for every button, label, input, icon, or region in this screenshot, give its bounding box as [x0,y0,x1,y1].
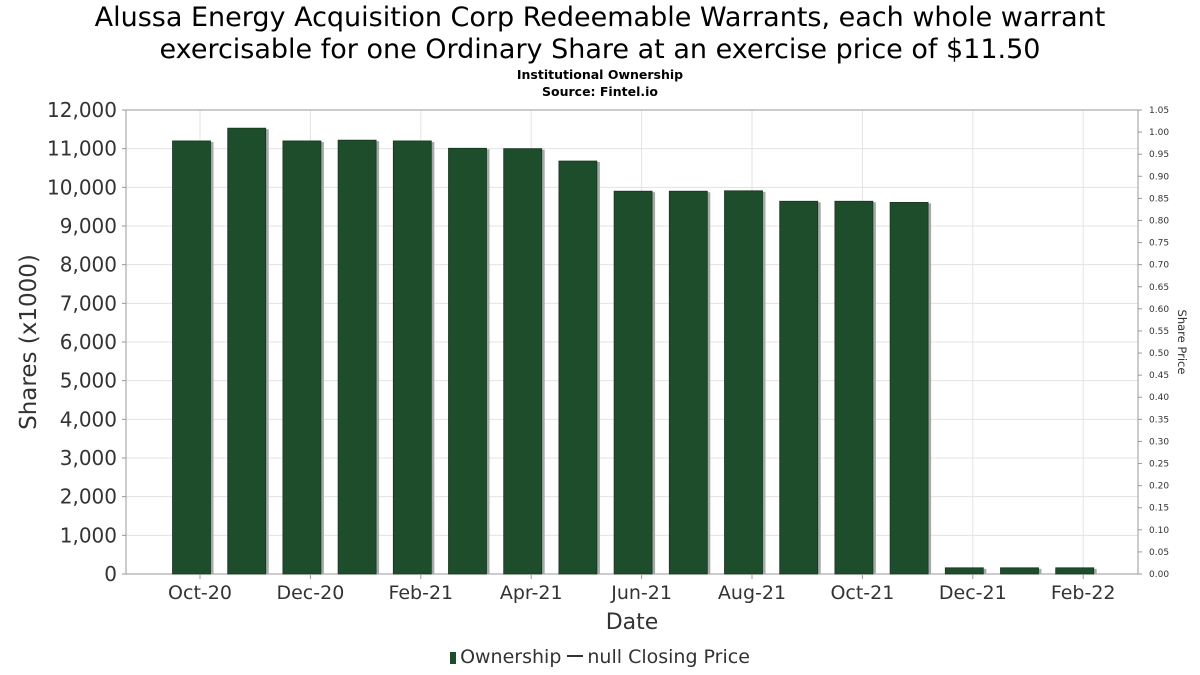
y-right-tick-label: 0.95 [1149,150,1169,160]
x-tick-label: Oct-21 [830,582,894,604]
y-right-tick-label: 0.10 [1149,526,1169,536]
chart-title-line-1: Alussa Energy Acquisition Corp Redeemabl… [94,2,1106,33]
x-tick-label: Apr-21 [500,582,563,604]
chart-subtitle: Institutional Ownership [516,67,684,82]
y-tick-label: 4,000 [60,407,117,431]
legend-ownership-label: Ownership [460,646,562,668]
y-tick-label: 3,000 [60,446,117,470]
x-tick-label: Feb-22 [1051,582,1116,604]
y-right-tick-label: 0.15 [1149,504,1169,514]
y-tick-label: 11,000 [47,137,117,161]
y-right-tick-label: 1.00 [1149,128,1169,138]
y-right-tick-label: 0.50 [1149,349,1169,359]
y-tick-label: 8,000 [60,253,117,277]
y-axis-label: Shares (x1000) [16,254,42,430]
bar-ownership [337,139,377,575]
y-right-tick-label: 0.90 [1149,172,1169,182]
y-tick-label: 7,000 [60,291,117,315]
legend: Ownership null Closing Price [0,646,1200,668]
chart-title: Alussa Energy Acquisition Corp Redeemabl… [0,2,1200,66]
x-tick-label: Dec-20 [276,582,344,604]
y-right-tick-label: 0.85 [1149,194,1169,204]
bar-ownership [1000,567,1039,575]
y-tick-label: 5,000 [60,369,117,393]
y-tick-label: 6,000 [60,330,117,354]
y-tick-label: 0 [104,562,117,586]
legend-price-label: null Closing Price [587,646,750,668]
bar-ownership [834,200,874,575]
bar-ownership [172,140,211,575]
y-right-tick-label: 0.20 [1149,482,1169,492]
x-tick-label: Jun-21 [610,582,672,604]
bar-ownership [889,202,929,575]
y-tick-label: 9,000 [60,214,117,238]
bar-ownership [944,567,984,575]
y-right-tick-label: 0.45 [1149,371,1169,381]
bar-ownership [779,200,819,575]
y-right-tick-label: 0.65 [1149,283,1169,293]
x-axis-label: Date [606,610,659,635]
chart-source: Source: Fintel.io [542,84,658,99]
legend-ownership-swatch [450,652,457,664]
legend-price-line [567,655,584,657]
y-right-tick-label: 0.25 [1149,460,1169,470]
y-right-tick-label: 0.00 [1149,570,1169,580]
y-tick-label: 1,000 [60,523,117,547]
bar-ownership [503,148,543,575]
y-right-tick-label: 1.05 [1149,106,1169,116]
x-axis: Oct-20 Dec-20 Feb-21 Apr-21 Jun-21 Aug-21 Oct-… [168,574,1116,604]
bar-ownership [227,127,267,575]
y-right-tick-label: 0.75 [1149,239,1169,249]
bar-ownership [668,190,708,575]
y-tick-label: 10,000 [47,175,117,199]
y-right-tick-label: 0.05 [1149,548,1169,558]
bar-series-ownership [172,127,1097,575]
bar-ownership [392,140,432,575]
y-right-tick-label: 0.60 [1149,305,1169,315]
y-right-tick-label: 0.70 [1149,261,1169,271]
y-right-tick-label: 0.55 [1149,327,1169,337]
y-right-tick-label: 0.30 [1149,437,1169,447]
y-right-tick-label: 0.80 [1149,216,1169,226]
y-axis-right-label: Share Price [1175,310,1189,375]
y-tick-label: 2,000 [60,485,117,509]
bar-ownership [558,160,598,575]
x-tick-label: Oct-20 [168,582,232,604]
y-tick-label: 12,000 [47,98,117,122]
chart-canvas: 0 1,000 2,000 3,000 4,000 5,000 6,000 7,000 8,00… [16,98,1189,635]
chart-title-line-2: exercisable for one Ordinary Share at an… [159,34,1041,65]
x-tick-label: Aug-21 [718,582,786,604]
bar-ownership [1055,567,1095,575]
y-right-tick-label: 0.35 [1149,415,1169,425]
bar-ownership [448,147,487,575]
y-axis-right: 0.00 0.05 0.10 0.15 0.20 0.25 0.30 0.35 0.40 0.45… [1138,106,1169,580]
y-axis-left: 0 1,000 2,000 3,000 4,000 5,000 6,000 7,000 8,00… [47,98,126,586]
x-tick-label: Dec-21 [939,582,1007,604]
x-tick-label: Feb-21 [388,582,453,604]
y-right-tick-label: 0.40 [1149,393,1169,403]
bar-ownership [724,190,763,575]
bar-ownership [282,140,322,575]
bar-ownership [613,190,653,575]
